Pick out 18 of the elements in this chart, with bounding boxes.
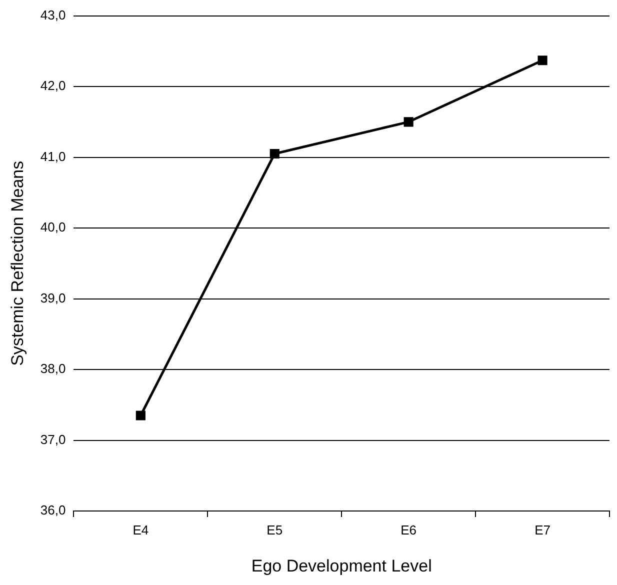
y-tick-label: 41,0: [40, 148, 66, 164]
y-tick-label: 36,0: [40, 502, 66, 518]
y-tick-label: 37,0: [40, 432, 66, 447]
y-tick-label: 38,0: [40, 361, 66, 376]
y-tick-label: 39,0: [40, 290, 66, 306]
point: [270, 148, 280, 159]
x-axis-title: Ego Development Level: [251, 556, 432, 576]
point: [404, 117, 414, 127]
y-tick-label: 42,0: [40, 78, 66, 94]
x-tick-label: E7: [534, 522, 550, 538]
x-tick-label: E6: [400, 522, 417, 538]
point: [136, 410, 146, 420]
y-axis-title: Systemic Reflection Means: [8, 160, 27, 366]
y-tick-label: 40,0: [40, 220, 66, 235]
x-tick-label: E5: [266, 522, 283, 538]
x-tick-label: E4: [132, 522, 149, 538]
y-tick-label: 43,0: [40, 7, 66, 22]
point: [538, 56, 548, 66]
